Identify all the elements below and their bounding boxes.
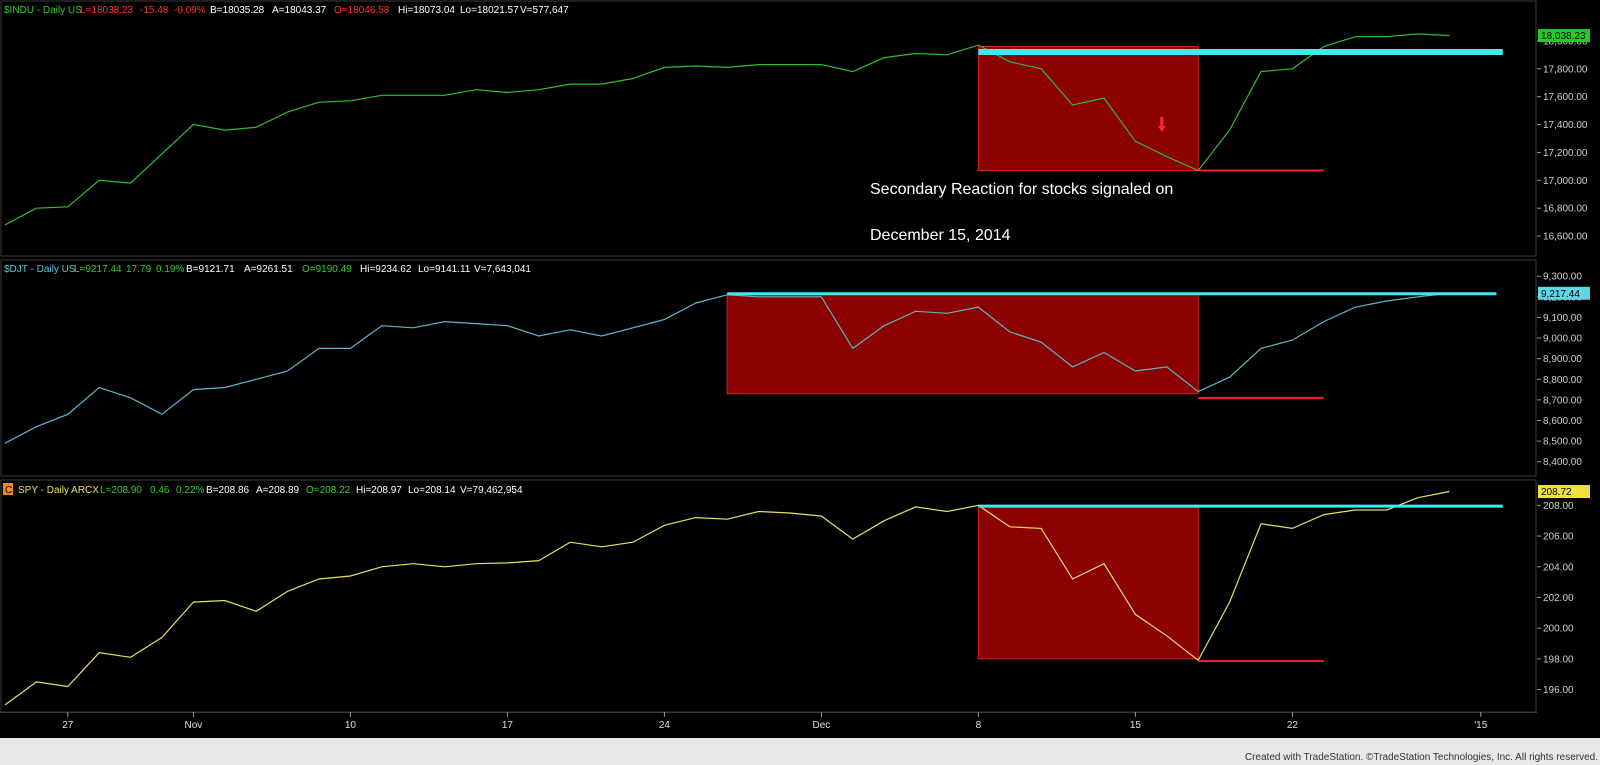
y-tick-label: 8,800.00 [1543, 375, 1582, 386]
y-tick-label: 17,400.00 [1543, 120, 1588, 131]
secondary-reaction-box [977, 45, 1199, 172]
header-last: L=18038.23 [80, 5, 134, 16]
x-tick-label: 15 [1130, 720, 1142, 731]
secondary-reaction-box [726, 293, 1199, 395]
y-tick-label: 16,800.00 [1543, 204, 1588, 215]
header-symbol: SPY - Daily ARCX [18, 485, 99, 496]
header-pct: -0.09% [174, 5, 206, 16]
header-hi: Hi=18073.04 [398, 5, 455, 16]
y-tick-label: 8,400.00 [1543, 457, 1582, 468]
header-djt: $DJT - Daily US L=9217.44 17.79 0.19% B=… [4, 264, 531, 275]
header-spy: C SPY - Daily ARCX L=208.90 0.46 0.22% B… [3, 483, 523, 496]
last-price-badge [1538, 29, 1590, 43]
header-lo: Lo=9141.11 [418, 264, 471, 275]
header-change: 0.46 [150, 485, 170, 496]
y-tick-label: 204.00 [1543, 562, 1574, 573]
chart-panels: 16,600.00 16,800.00 17,000.00 17,200.00 17,4… [4, 29, 1590, 706]
header-open: O=18046.58 [334, 5, 390, 16]
y-tick-label: 17,600.00 [1543, 92, 1588, 103]
date-axis: 27 Nov 10 17 24 Dec 8 15 22 '15 [62, 712, 1488, 731]
header-pct: 0.22% [176, 485, 204, 496]
last-price-label: 18,038.23 [1541, 31, 1586, 42]
x-tick-label: Dec [813, 720, 831, 731]
annotation-line-1: Secondary Reaction for stocks signaled o… [870, 181, 1173, 198]
y-tick-label: 8,500.00 [1543, 437, 1582, 448]
y-tick-label: 8,700.00 [1543, 395, 1582, 406]
header-symbol: $DJT - Daily US [4, 264, 76, 275]
header-bid: B=9121.71 [186, 264, 235, 275]
panel-djt-border [0, 259, 1537, 477]
y-tick-label: 9,100.00 [1543, 313, 1582, 324]
y-tick-label: 17,200.00 [1543, 148, 1588, 159]
panel-djt: 8,400.00 8,500.00 8,600.00 8,700.00 8,800.00… [4, 272, 1590, 468]
x-tick-label: 8 [976, 720, 982, 731]
header-lo: Lo=18021.57 [460, 5, 519, 16]
y-tick-label: 196.00 [1543, 685, 1574, 696]
y-tick-label: 17,800.00 [1543, 64, 1588, 75]
header-bid: B=208.86 [206, 485, 250, 496]
price-line [4, 33, 1450, 226]
header-change: -15.48 [140, 5, 169, 16]
x-tick-label: 24 [659, 720, 671, 731]
x-tick-label: Nov [185, 720, 203, 731]
header-hi: Hi=9234.62 [360, 264, 412, 275]
header-ask: A=208.89 [256, 485, 300, 496]
y-tick-label: 17,000.00 [1543, 176, 1588, 187]
y-tick-label: 8,900.00 [1543, 354, 1582, 365]
x-tick-label: 10 [345, 720, 357, 731]
secondary-reaction-box [977, 504, 1199, 660]
header-last: L=208.90 [100, 485, 142, 496]
header-indu: $INDU - Daily US L=18038.23 -15.48 -0.09… [4, 5, 569, 16]
header-hi: Hi=208.97 [356, 485, 402, 496]
header-badge: C [5, 485, 12, 496]
header-ask: A=18043.37 [272, 5, 327, 16]
header-vol: V=7,643,041 [474, 264, 531, 275]
header-change: 17.79 [126, 264, 151, 275]
header-badge-box [3, 483, 13, 495]
y-tick-label: 200.00 [1543, 624, 1574, 635]
header-bid: B=18035.28 [210, 5, 265, 16]
panel-indu-border [0, 0, 1537, 257]
header-symbol: $INDU - Daily US [4, 5, 82, 16]
price-axis-background [1537, 0, 1600, 738]
x-tick-label: 17 [502, 720, 514, 731]
header-vol: V=79,462,954 [460, 485, 523, 496]
x-tick-label: 27 [62, 720, 74, 731]
y-tick-label: 16,600.00 [1543, 232, 1588, 243]
y-tick-label: 202.00 [1543, 593, 1574, 604]
y-tick-label: 198.00 [1543, 654, 1574, 665]
header-vol: V=577,647 [520, 5, 569, 16]
last-price-label: 208.72 [1541, 487, 1572, 498]
footer-credit: Created with TradeStation. ©TradeStation… [1245, 752, 1598, 763]
header-last: L=9217.44 [74, 264, 122, 275]
down-arrow-icon [1157, 116, 1166, 132]
last-price-badge [1538, 485, 1590, 499]
y-tick-label: 9,300.00 [1543, 272, 1582, 283]
y-tick-label: 9,000.00 [1543, 334, 1582, 345]
panel-indu: 16,600.00 16,800.00 17,000.00 17,200.00 17,4… [4, 29, 1590, 243]
header-pct: 0.19% [156, 264, 184, 275]
panel-spy: 196.00 198.00 200.00 202.00 204.00 206.00 208.… [4, 485, 1590, 706]
last-price-badge [1538, 286, 1590, 300]
y-tick-label: 8,600.00 [1543, 416, 1582, 427]
last-price-label: 9,217.44 [1541, 289, 1580, 300]
annotation-line-2: December 15, 2014 [870, 227, 1011, 244]
x-tick-label: 22 [1287, 720, 1299, 731]
header-ask: A=9261.51 [244, 264, 293, 275]
price-line [4, 490, 1450, 706]
y-tick-label: 206.00 [1543, 532, 1574, 543]
header-open: O=208.22 [306, 485, 351, 496]
y-tick-label: 208.00 [1543, 501, 1574, 512]
x-tick-label: '15 [1474, 720, 1487, 731]
header-lo: Lo=208.14 [408, 485, 456, 496]
header-open: O=9190.49 [302, 264, 352, 275]
